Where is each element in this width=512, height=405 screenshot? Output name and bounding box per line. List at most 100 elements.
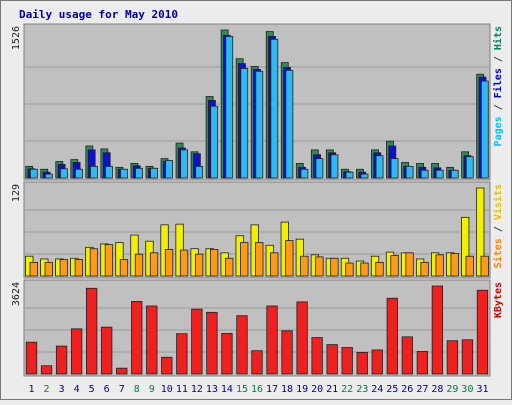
bar-kbytes-day-23	[356, 351, 368, 375]
bar-pages-day-23	[360, 173, 369, 179]
bar-sites-day-11	[179, 249, 189, 277]
series-label-part: Visits	[492, 184, 504, 220]
bar-pages-day-30	[465, 156, 474, 179]
bar-kbytes-day-14	[221, 333, 233, 375]
bar-sites-day-16	[255, 242, 264, 277]
bar-pages-day-13	[210, 105, 219, 179]
x-tick-label-day-26: 26	[401, 384, 413, 395]
panel-hits: 1526 Pages / Files / Hits	[11, 23, 504, 181]
bar-sites-day-10	[164, 248, 174, 277]
bar-kbytes-day-9	[146, 305, 158, 375]
bar-kbytes-day-5	[86, 287, 98, 375]
bar-visits-day-31	[476, 187, 485, 277]
bar-kbytes-day-22	[341, 347, 353, 375]
bar-kbytes-day-19	[296, 301, 308, 375]
bar-kbytes-day-7	[116, 367, 128, 375]
bar-kbytes-day-20	[311, 337, 323, 375]
bar-pages-day-9	[150, 167, 158, 179]
bar-sites-day-19	[300, 255, 309, 277]
panel-hits-ymax-label: 1526	[11, 26, 22, 50]
chart-title: Daily usage for May 2010	[19, 8, 178, 21]
bar-sites-day-1	[29, 261, 38, 277]
x-tick-label-day-30: 30	[461, 384, 473, 395]
bar-sites-day-24	[375, 261, 384, 277]
x-tick-label-day-10: 10	[161, 384, 173, 395]
bar-visits-day-30	[461, 216, 470, 277]
bar-kbytes-day-25	[386, 297, 398, 375]
bar-kbytes-day-11	[176, 333, 188, 375]
panel-visits: 129 Sites / Visits	[11, 181, 504, 279]
bar-kbytes-day-28	[431, 285, 444, 375]
bar-pages-day-28	[435, 169, 444, 179]
x-tick-label-day-11: 11	[176, 384, 188, 395]
bar-kbytes-day-29	[446, 340, 459, 375]
bar-sites-day-6	[104, 244, 114, 277]
x-tick-label-day-21: 21	[326, 384, 338, 395]
panel-visits-ymax-label: 129	[11, 184, 22, 202]
bar-pages-day-1	[29, 168, 38, 179]
series-label-part: Pages	[493, 116, 504, 146]
series-label-part: /	[493, 220, 504, 238]
x-tick-label-day-2: 2	[44, 384, 50, 395]
bar-pages-day-19	[300, 168, 309, 179]
x-tick-label-day-27: 27	[416, 384, 428, 395]
bar-sites-day-7	[119, 259, 129, 277]
bar-pages-day-21	[330, 154, 339, 179]
series-label-part: KBytes	[493, 282, 504, 318]
bar-sites-day-21	[330, 257, 339, 277]
bar-pages-day-26	[405, 165, 414, 179]
x-tick-label-day-23: 23	[356, 384, 368, 395]
panel-kbytes-ymax-label: 3624	[11, 282, 22, 306]
x-tick-label-day-20: 20	[311, 384, 323, 395]
bar-kbytes-day-16	[251, 350, 263, 375]
bar-sites-day-4	[74, 259, 84, 277]
bar-kbytes-day-3	[55, 345, 68, 375]
x-tick-label-day-24: 24	[371, 384, 383, 395]
bar-pages-day-14	[225, 36, 234, 179]
bar-sites-day-29	[450, 253, 459, 277]
series-label-part: Hits	[492, 26, 504, 50]
series-label-part: /	[493, 50, 504, 68]
bar-kbytes-day-1	[25, 341, 38, 375]
bar-pages-day-4	[75, 168, 83, 179]
bar-pages-day-24	[375, 155, 384, 179]
bar-kbytes-day-26	[401, 336, 413, 375]
x-tick-label-day-25: 25	[386, 384, 398, 395]
bar-sites-day-9	[149, 252, 159, 277]
bar-pages-day-10	[165, 160, 174, 179]
bar-pages-day-15	[240, 68, 249, 179]
x-tick-label-day-28: 28	[431, 384, 443, 395]
bar-kbytes-day-30	[461, 339, 474, 375]
bar-pages-day-8	[135, 167, 143, 179]
x-tick-label-day-15: 15	[236, 384, 248, 395]
bar-sites-day-14	[225, 257, 234, 277]
bar-kbytes-day-13	[206, 311, 218, 375]
panel-kbytes-series-label: KBytes	[493, 282, 504, 318]
bar-sites-day-13	[209, 248, 219, 277]
bar-kbytes-day-21	[326, 344, 338, 375]
bar-sites-day-18	[285, 240, 294, 277]
x-tick-label-day-7: 7	[119, 384, 125, 395]
bar-pages-day-27	[420, 169, 429, 179]
series-label-part: Sites	[492, 238, 504, 268]
x-tick-label-day-19: 19	[296, 384, 308, 395]
bar-sites-day-31	[480, 255, 489, 277]
x-tick-label-day-9: 9	[149, 384, 155, 395]
bar-sites-day-17	[270, 252, 279, 277]
x-tick-label-day-31: 31	[476, 384, 488, 395]
bar-pages-day-18	[285, 69, 294, 179]
bar-pages-day-31	[480, 80, 489, 179]
bar-pages-day-5	[90, 165, 98, 179]
bar-sites-day-27	[420, 261, 429, 277]
x-tick-label-day-16: 16	[251, 384, 263, 395]
x-tick-label-day-22: 22	[341, 384, 353, 395]
bar-sites-day-15	[240, 242, 249, 277]
bar-kbytes-day-10	[161, 356, 173, 375]
bar-pages-day-16	[255, 70, 264, 179]
bar-pages-day-12	[195, 165, 204, 179]
bar-pages-day-20	[315, 158, 324, 179]
bar-kbytes-day-2	[40, 365, 53, 375]
bar-kbytes-day-15	[236, 315, 248, 375]
panel-kbytes: 3624 KBytes	[11, 279, 504, 377]
